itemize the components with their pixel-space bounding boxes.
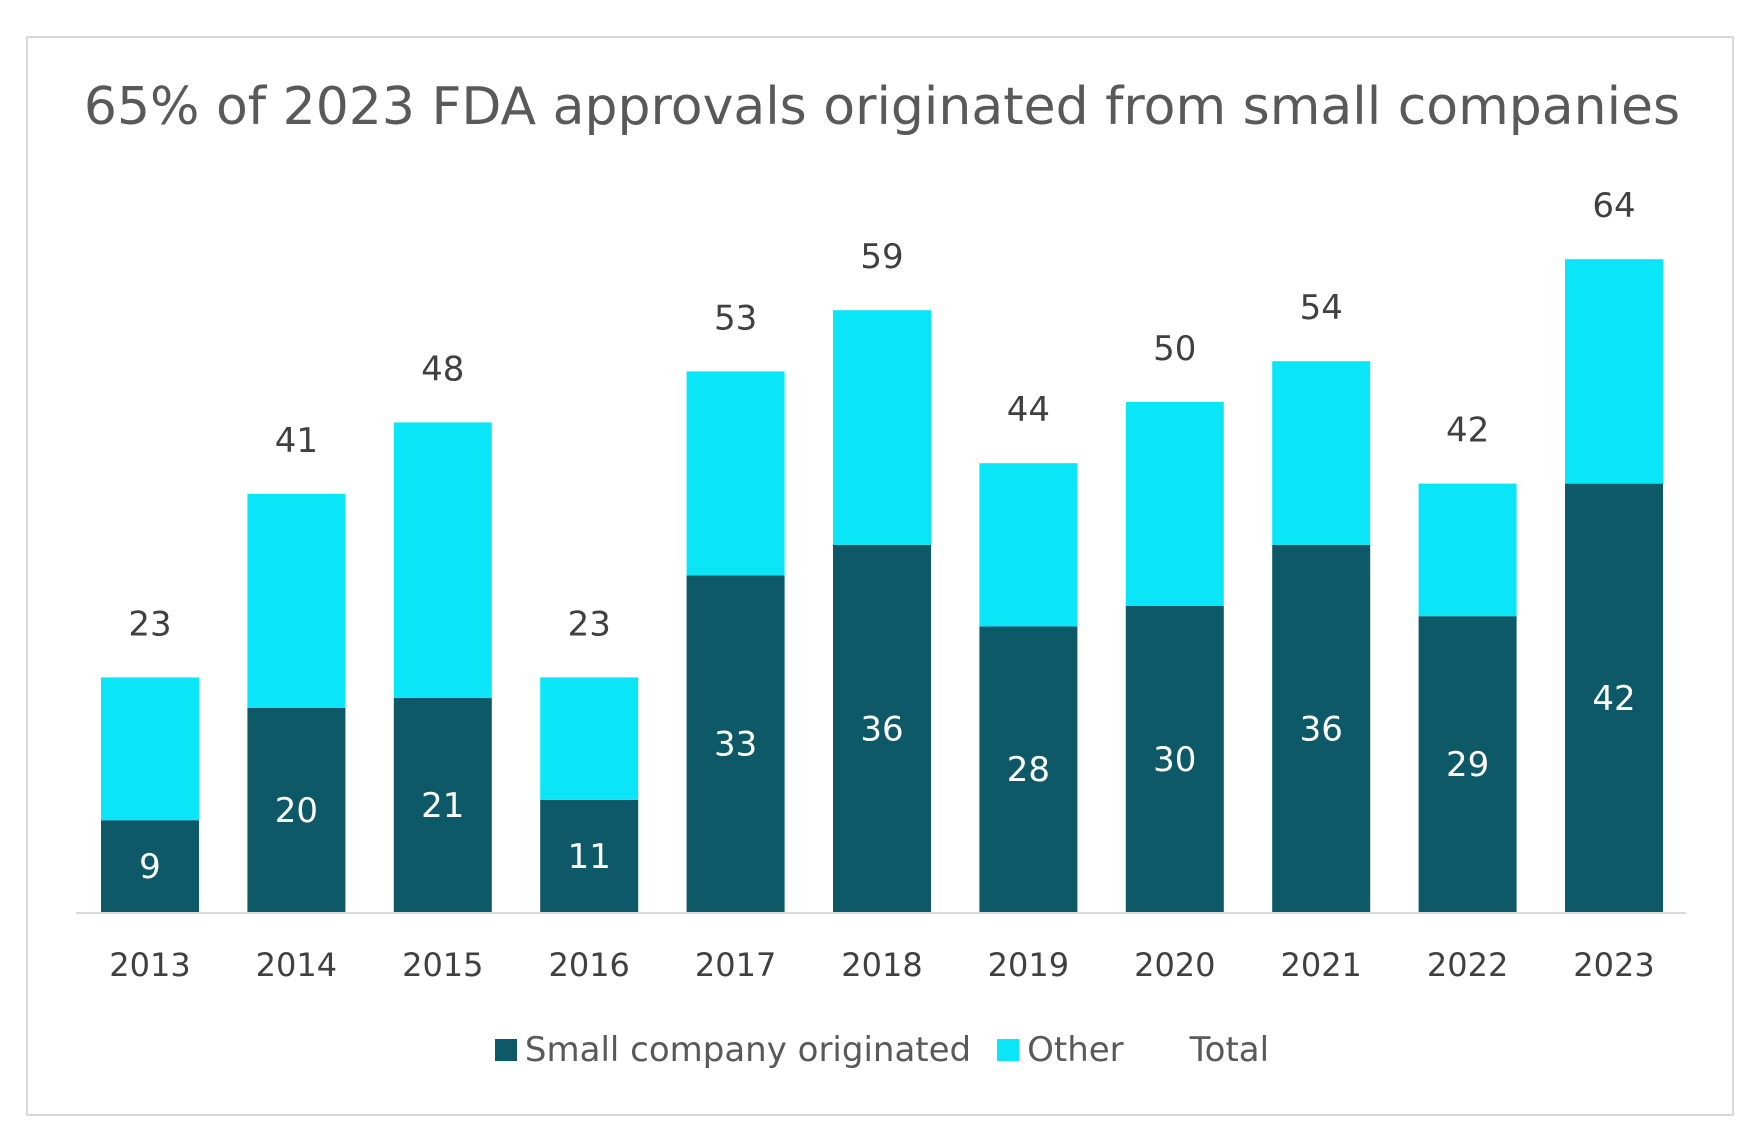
x-tick-2019: 2019 <box>988 946 1069 984</box>
legend-label-other: Other <box>1027 1030 1124 1070</box>
bar-small-2017 <box>686 575 785 912</box>
bar-other-2016 <box>540 677 639 800</box>
bar-other-2023 <box>1565 259 1663 484</box>
label-small-2016: 11 <box>568 837 611 877</box>
label-small-2019: 28 <box>1007 750 1050 790</box>
bar-small-2016 <box>540 799 639 912</box>
bar-other-2022 <box>1418 483 1517 617</box>
bar-other-2017 <box>686 371 785 576</box>
legend-item-small-company: Small company originated <box>494 1030 972 1070</box>
bar-small-2019 <box>979 626 1078 912</box>
label-small-2023: 42 <box>1592 679 1635 719</box>
label-total-2016: 23 <box>568 604 611 644</box>
label-total-2021: 54 <box>1300 288 1343 328</box>
legend-label-small-company: Small company originated <box>524 1030 972 1070</box>
bar-small-2023 <box>1565 483 1663 912</box>
bar-other-2018 <box>833 310 931 545</box>
legend: Small company originated Other Total <box>0 1030 1764 1070</box>
bar-other-2021 <box>1272 361 1371 545</box>
bar-other-2013 <box>101 677 199 821</box>
label-total-2023: 64 <box>1592 186 1635 226</box>
label-small-2022: 29 <box>1446 745 1489 785</box>
bar-other-2019 <box>979 463 1078 627</box>
legend-item-total: Total <box>1190 1030 1269 1070</box>
bar-small-2022 <box>1418 616 1517 912</box>
x-tick-2020: 2020 <box>1134 946 1215 984</box>
legend-swatch-small-company <box>494 1039 517 1061</box>
label-total-2013: 23 <box>128 604 171 644</box>
bar-other-2020 <box>1125 402 1224 606</box>
x-tick-2014: 2014 <box>256 946 337 984</box>
label-small-2021: 36 <box>1300 709 1343 749</box>
x-tick-2015: 2015 <box>402 946 483 984</box>
bar-small-2013 <box>101 820 199 912</box>
x-tick-2022: 2022 <box>1427 946 1508 984</box>
chart-title: 65% of 2023 FDA approvals originated fro… <box>83 77 1681 137</box>
x-tick-2017: 2017 <box>695 946 776 984</box>
legend-label-total: Total <box>1189 1030 1270 1070</box>
bar-other-2015 <box>393 422 492 698</box>
bar-small-2014 <box>247 708 346 912</box>
label-small-2020: 30 <box>1153 740 1196 780</box>
label-small-2013: 9 <box>139 847 161 887</box>
x-tick-2018: 2018 <box>841 946 922 984</box>
x-tick-2021: 2021 <box>1280 946 1361 984</box>
label-small-2018: 36 <box>860 709 903 749</box>
label-total-2014: 41 <box>275 421 318 461</box>
x-tick-2013: 2013 <box>109 946 190 984</box>
legend-swatch-other <box>997 1039 1020 1061</box>
x-tick-2016: 2016 <box>548 946 629 984</box>
label-small-2017: 33 <box>714 725 757 765</box>
label-total-2020: 50 <box>1153 329 1196 369</box>
legend-item-other: Other <box>997 1030 1124 1070</box>
bar-small-2018 <box>833 544 931 912</box>
label-small-2014: 20 <box>275 791 318 831</box>
bar-small-2021 <box>1272 544 1371 912</box>
label-total-2017: 53 <box>714 298 757 338</box>
label-small-2015: 21 <box>421 786 464 826</box>
bar-small-2020 <box>1125 606 1224 912</box>
label-total-2018: 59 <box>860 237 903 277</box>
label-total-2022: 42 <box>1446 411 1489 451</box>
label-total-2019: 44 <box>1007 390 1050 430</box>
bar-small-2015 <box>393 697 492 912</box>
bar-other-2014 <box>247 493 346 708</box>
label-total-2015: 48 <box>421 349 464 389</box>
x-tick-2023: 2023 <box>1573 946 1654 984</box>
